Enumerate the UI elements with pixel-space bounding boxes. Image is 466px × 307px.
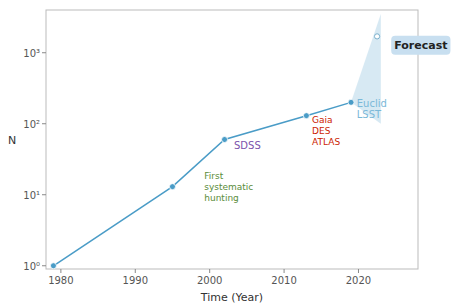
x-tick	[358, 269, 359, 273]
forecast-label-box	[391, 36, 450, 55]
y-tick	[42, 265, 46, 266]
y-tick-label: 10³	[23, 48, 40, 59]
axes: 1980 1990 2000 2010 2020 10⁰ 10¹ 10² 10³	[23, 48, 371, 286]
annotation: EuclidLSST	[357, 98, 387, 120]
y-axis-label: N	[8, 134, 16, 147]
annotation: Firstsystematichunting	[204, 171, 253, 203]
y-tick-label: 10⁰	[23, 261, 40, 272]
annotation: SDSS	[234, 140, 261, 151]
y-tick	[42, 123, 46, 124]
x-axis-label: Time (Year)	[200, 291, 263, 304]
x-tick-label: 2000	[197, 275, 222, 286]
plot-frame	[46, 10, 418, 269]
y-tick	[42, 194, 46, 195]
data-point	[169, 184, 175, 190]
data-line	[53, 102, 351, 265]
x-tick	[284, 269, 285, 273]
x-tick-label: 2010	[271, 275, 296, 286]
plot-area	[50, 14, 380, 269]
data-point	[50, 263, 56, 269]
annotation: GaiaDESATLAS	[312, 115, 340, 147]
data-point	[222, 137, 228, 143]
forecast-label: Forecast	[394, 39, 447, 52]
y-tick	[42, 52, 46, 53]
x-tick	[60, 269, 61, 273]
y-tick-label: 10²	[23, 119, 40, 130]
annotations: Firstsystematichunting SDSS GaiaDESATLAS Eu…	[204, 98, 387, 203]
chart: 1980 1990 2000 2010 2020 10⁰ 10¹ 10² 10³ Time (Ye…	[0, 0, 466, 307]
data-point	[303, 113, 309, 119]
data-point	[348, 99, 354, 105]
x-tick-label: 1990	[123, 275, 148, 286]
x-tick	[209, 269, 210, 273]
forecast-dot	[374, 34, 379, 39]
x-tick	[135, 269, 136, 273]
forecast-label-group: Forecast	[391, 36, 450, 55]
x-tick-label: 1980	[48, 275, 73, 286]
y-tick-label: 10¹	[23, 190, 40, 201]
x-tick-label: 2020	[346, 275, 371, 286]
